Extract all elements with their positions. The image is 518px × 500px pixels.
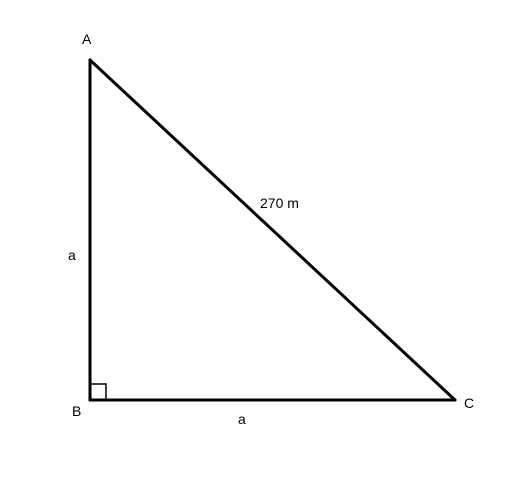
side-ac-label: 270 m [260,195,299,211]
side-ac [90,60,455,400]
side-bc-label: a [238,411,246,427]
vertex-a-label: A [82,31,92,47]
triangle-diagram: A B C a a 270 m [0,0,518,500]
vertex-b-label: B [72,403,81,419]
right-angle-icon [90,384,106,400]
vertex-c-label: C [464,395,474,411]
side-ab-label: a [68,247,76,263]
